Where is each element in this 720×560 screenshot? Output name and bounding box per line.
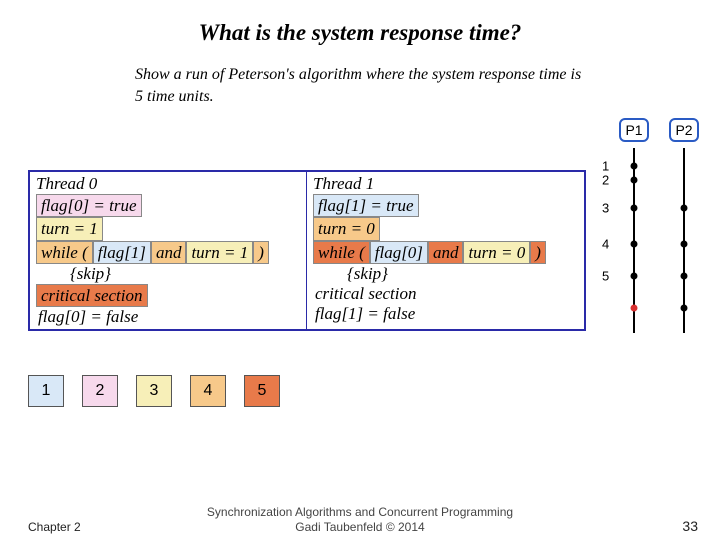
timeline-dot bbox=[631, 305, 638, 312]
subtitle: Show a run of Peterson's algorithm where… bbox=[135, 64, 585, 107]
highlight: and bbox=[428, 241, 464, 264]
highlight: while ( bbox=[36, 241, 93, 264]
highlight: turn = 1 bbox=[36, 217, 103, 240]
timeline-step-label: 4 bbox=[602, 237, 609, 252]
timeline-dot bbox=[681, 305, 688, 312]
thread1-col: Thread 1flag[1] = trueturn = 0while (fla… bbox=[307, 172, 584, 329]
timeline-dot bbox=[631, 205, 638, 212]
code-line: {skip} bbox=[313, 264, 578, 284]
highlight: while ( bbox=[313, 241, 370, 264]
thread0-col: Thread 0flag[0] = trueturn = 1while (fla… bbox=[30, 172, 307, 329]
highlight: flag[1] = true bbox=[313, 194, 419, 217]
legend-box-5: 5 bbox=[244, 375, 280, 407]
timeline-dot bbox=[631, 177, 638, 184]
timeline-step-label: 1 bbox=[602, 159, 609, 174]
code-line: critical section bbox=[36, 284, 300, 307]
timeline-step-label: 2 bbox=[602, 173, 609, 188]
highlight: flag[0] = true bbox=[36, 194, 142, 217]
code-line: while (flag[1] and turn = 1) bbox=[36, 241, 300, 264]
legend-box-4: 4 bbox=[190, 375, 226, 407]
highlight: and bbox=[151, 241, 187, 264]
timeline-dot bbox=[681, 241, 688, 248]
code-line: turn = 1 bbox=[36, 217, 300, 240]
highlight: critical section bbox=[36, 284, 148, 307]
code-line: flag[0] = true bbox=[36, 194, 300, 217]
code-line: {skip} bbox=[36, 264, 300, 284]
highlight: flag[0] bbox=[370, 241, 428, 264]
highlight: ) bbox=[530, 241, 546, 264]
timeline-dot bbox=[631, 241, 638, 248]
page-title: What is the system response time? bbox=[0, 20, 720, 46]
legend-box-1: 1 bbox=[28, 375, 64, 407]
highlight: ) bbox=[253, 241, 269, 264]
code-line: turn = 0 bbox=[313, 217, 578, 240]
footer-line1: Synchronization Algorithms and Concurren… bbox=[207, 505, 513, 519]
footer-line2: Gadi Taubenfeld © 2014 bbox=[295, 520, 424, 534]
code-line: while (flag[0] and turn = 0) bbox=[313, 241, 578, 264]
timeline-dot bbox=[631, 273, 638, 280]
thread-header: Thread 1 bbox=[313, 174, 578, 194]
page-number: 33 bbox=[682, 518, 698, 534]
timeline-dot bbox=[681, 273, 688, 280]
code-line: flag[0] = false bbox=[36, 307, 300, 327]
timeline-dot bbox=[681, 205, 688, 212]
thread-header: Thread 0 bbox=[36, 174, 300, 194]
code-line: critical section bbox=[313, 284, 578, 304]
timeline-dot bbox=[631, 163, 638, 170]
legend-box-2: 2 bbox=[82, 375, 118, 407]
step-legend: 12345 bbox=[28, 375, 280, 407]
footer-credit: Synchronization Algorithms and Concurren… bbox=[0, 505, 720, 534]
timeline-step-label: 5 bbox=[602, 269, 609, 284]
legend-box-3: 3 bbox=[136, 375, 172, 407]
process-label: P2 bbox=[669, 118, 699, 142]
timeline: P1 P2 12 3 4 5 bbox=[598, 118, 706, 348]
process-label: P1 bbox=[619, 118, 649, 142]
highlight: turn = 0 bbox=[463, 241, 530, 264]
highlight: flag[1] bbox=[93, 241, 151, 264]
highlight: turn = 1 bbox=[186, 241, 253, 264]
timeline-step-label: 3 bbox=[602, 201, 609, 216]
code-line: flag[1] = true bbox=[313, 194, 578, 217]
threads-table: Thread 0flag[0] = trueturn = 1while (fla… bbox=[28, 170, 586, 331]
code-line: flag[1] = false bbox=[313, 304, 578, 324]
highlight: turn = 0 bbox=[313, 217, 380, 240]
